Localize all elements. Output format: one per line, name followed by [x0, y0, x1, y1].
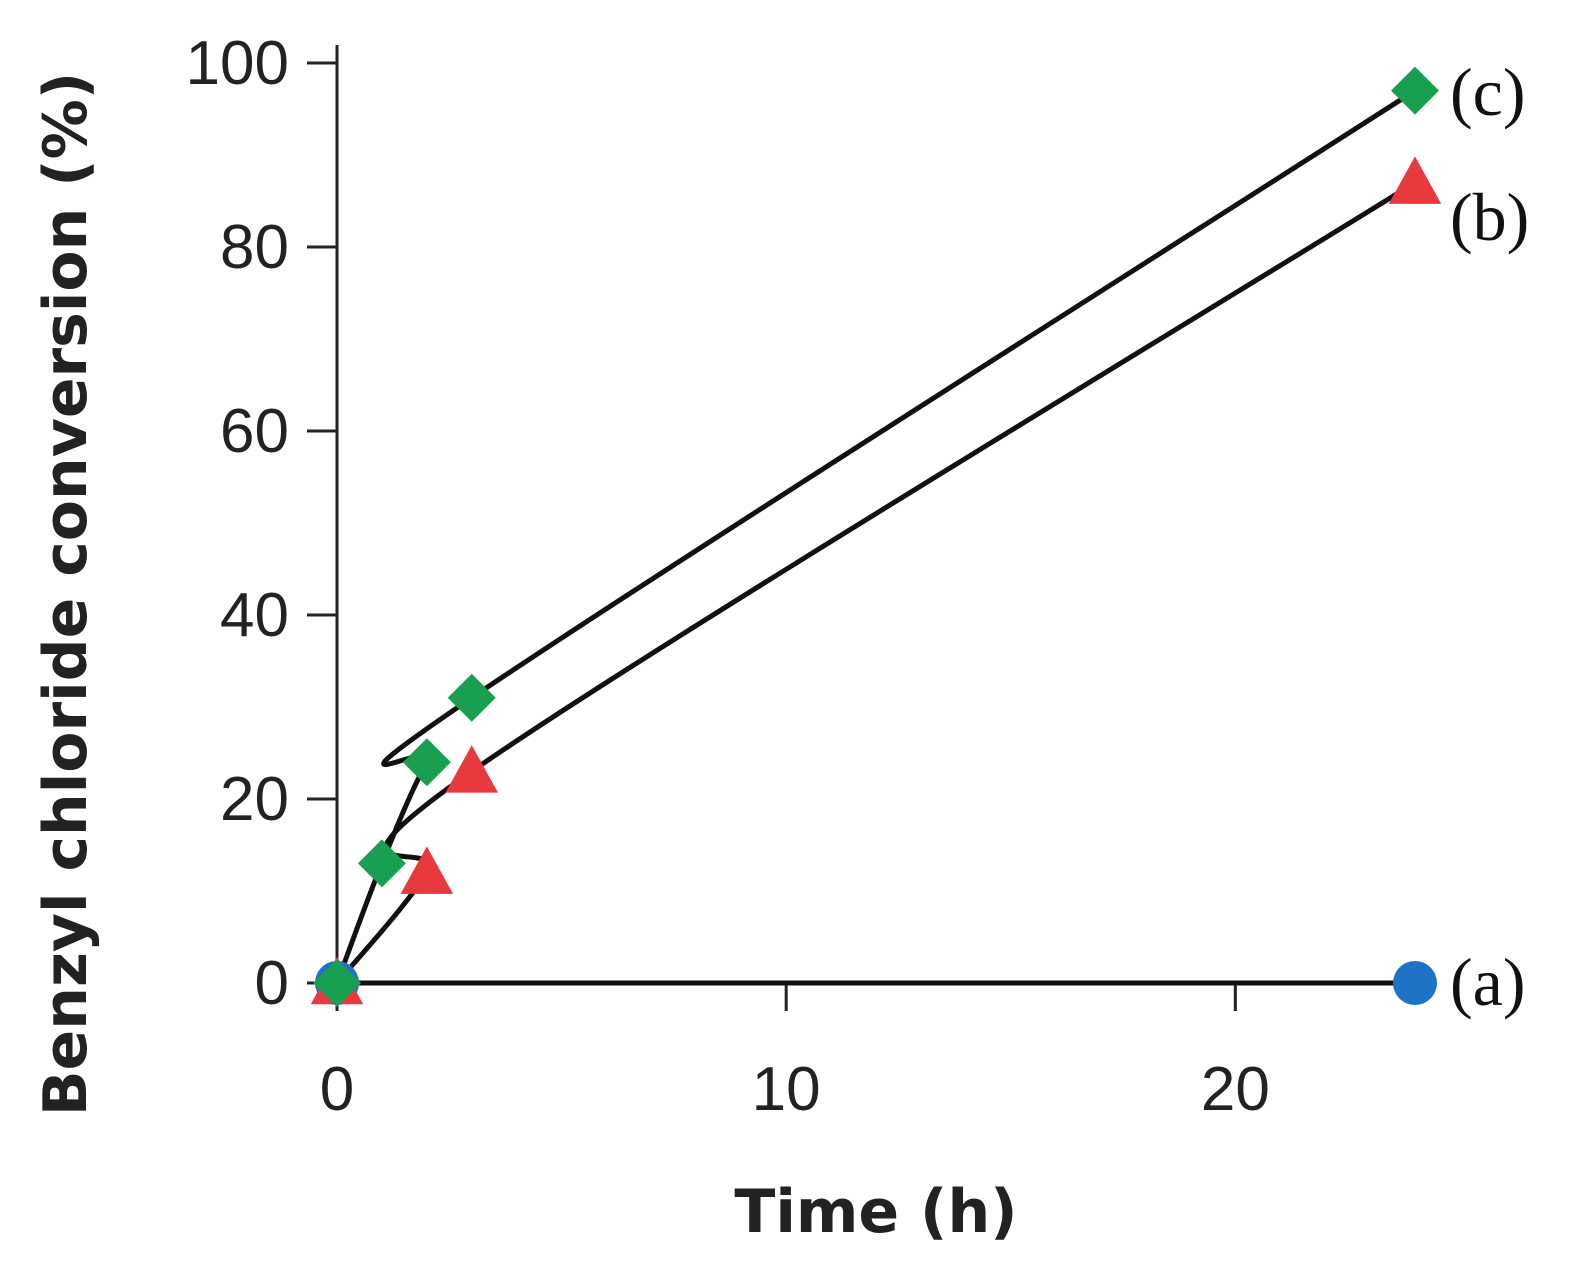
y-tick-label: 20 — [220, 765, 289, 834]
data-point-triangle — [400, 846, 454, 894]
y-axis-title: Benzyl chloride conversion (%) — [31, 72, 101, 1116]
x-tick-label: 10 — [752, 1055, 821, 1124]
data-point-triangle — [1388, 156, 1442, 204]
labels: Time (h) Benzyl chloride conversion (%) (a… — [31, 54, 1529, 1247]
series-markers — [310, 66, 1442, 1007]
y-tick-label: 80 — [220, 213, 289, 282]
axes: 0 20 40 60 80 100 0 10 20 — [186, 29, 1420, 1124]
y-tick-label: 60 — [220, 397, 289, 466]
series-label: (c) — [1450, 54, 1525, 130]
series-lines — [334, 88, 1417, 986]
data-point-diamond — [357, 839, 406, 888]
data-point-triangle — [445, 745, 498, 793]
series-label: (b) — [1450, 179, 1529, 255]
y-tick-label: 40 — [220, 581, 289, 650]
series-line-1 — [335, 180, 1417, 985]
data-point-diamond — [313, 959, 361, 1007]
data-point-circle — [1393, 961, 1437, 1005]
x-tick-label: 20 — [1201, 1055, 1270, 1124]
series-label: (a) — [1450, 944, 1525, 1020]
y-tick-label: 100 — [186, 29, 289, 98]
data-point-diamond — [447, 673, 496, 722]
x-axis-title: Time (h) — [734, 1177, 1017, 1247]
series-line-2 — [334, 88, 1417, 984]
x-tick-label: 0 — [320, 1055, 354, 1124]
data-point-diamond — [1391, 66, 1439, 115]
data-point-diamond — [402, 738, 451, 787]
y-tick-label: 0 — [255, 949, 289, 1018]
